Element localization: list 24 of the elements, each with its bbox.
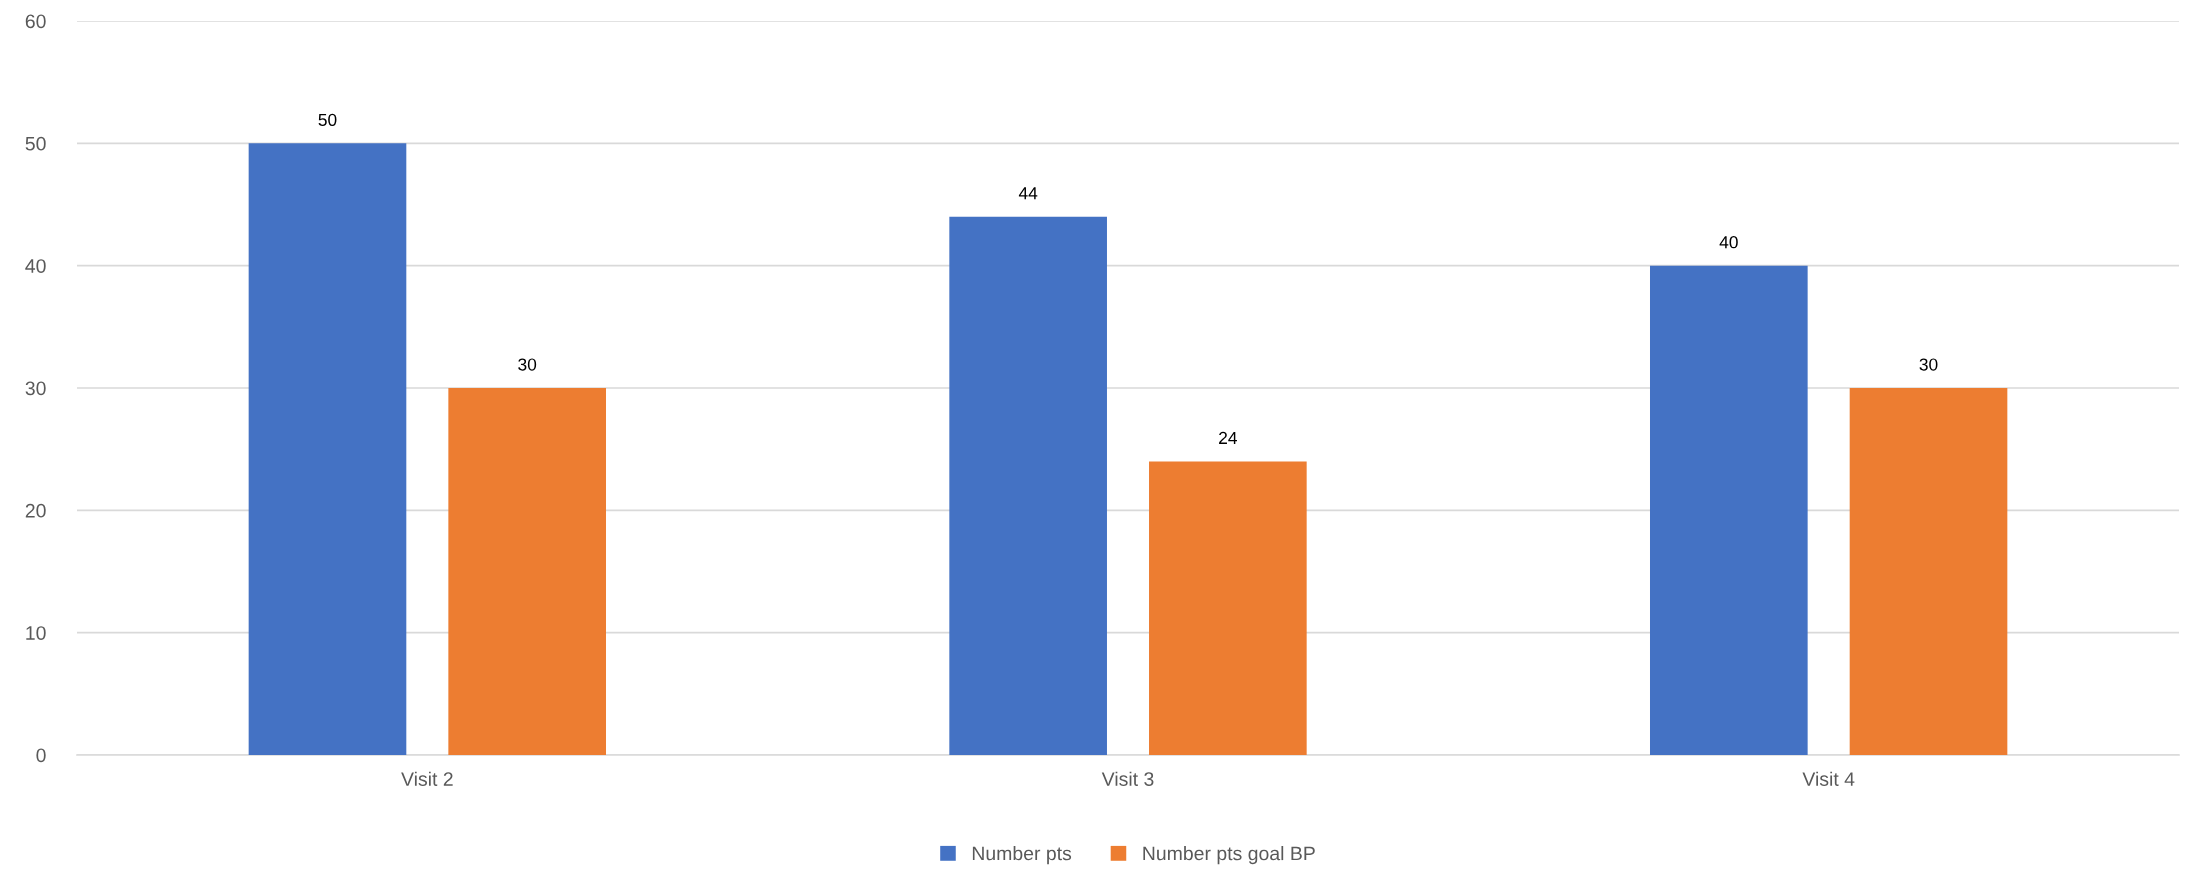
data-label: 44 xyxy=(1018,187,1038,200)
legend-label: Number pts goal BP xyxy=(1143,846,1315,865)
x-tick-label: Visit 4 xyxy=(1802,771,1855,786)
y-tick-label: 50 xyxy=(25,136,46,151)
bar xyxy=(949,216,1107,755)
data-label: 24 xyxy=(1219,431,1237,444)
bar xyxy=(1149,461,1307,755)
y-tick-label: 30 xyxy=(25,381,46,396)
bar xyxy=(1650,265,1808,755)
y-tick-label: 60 xyxy=(25,14,46,29)
y-tick-label: 20 xyxy=(25,503,46,518)
legend-label: Number pts xyxy=(972,846,1072,865)
data-label: 40 xyxy=(1719,236,1738,249)
y-tick-label: 0 xyxy=(36,748,46,763)
bar xyxy=(248,143,407,755)
y-tick-label: 10 xyxy=(26,626,46,640)
y-tick-label: 40 xyxy=(25,259,46,273)
x-tick-label: Visit 2 xyxy=(401,771,453,786)
data-label: 30 xyxy=(1919,358,1938,371)
bar xyxy=(448,388,606,755)
data-label: 50 xyxy=(318,113,337,127)
bar xyxy=(1849,388,2008,755)
data-label: 30 xyxy=(518,358,537,371)
x-tick-label: Visit 3 xyxy=(1101,771,1154,786)
